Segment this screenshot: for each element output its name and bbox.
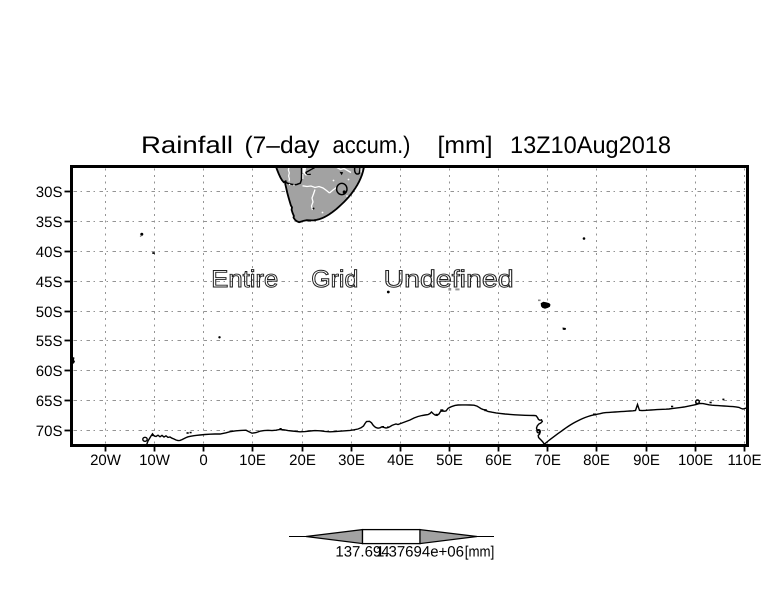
svg-text:30E: 30E xyxy=(338,452,365,469)
svg-text:10E: 10E xyxy=(239,452,266,469)
svg-text:70S: 70S xyxy=(36,423,63,440)
svg-text:110E: 110E xyxy=(728,452,762,469)
svg-text:accum.): accum.) xyxy=(333,132,411,159)
svg-text:30S: 30S xyxy=(36,184,63,201)
svg-text:137.694: 137.694 xyxy=(335,544,389,561)
svg-text:(7–day: (7–day xyxy=(245,132,320,159)
svg-text:50S: 50S xyxy=(36,304,63,321)
svg-text:90E: 90E xyxy=(633,452,660,469)
svg-text:55S: 55S xyxy=(36,333,63,350)
svg-text:Entire: Entire xyxy=(211,266,278,293)
svg-text:0: 0 xyxy=(199,452,207,469)
svg-text:50E: 50E xyxy=(436,452,463,469)
svg-text:[mm]: [mm] xyxy=(438,132,493,159)
svg-text:1.37694e+06: 1.37694e+06 xyxy=(376,544,464,561)
svg-text:45S: 45S xyxy=(36,274,63,291)
svg-text:80E: 80E xyxy=(583,452,610,469)
svg-text:60E: 60E xyxy=(485,452,512,469)
svg-text:20E: 20E xyxy=(289,452,316,469)
svg-text:60S: 60S xyxy=(36,363,63,380)
svg-text:20W: 20W xyxy=(90,452,122,469)
svg-text:70E: 70E xyxy=(534,452,561,469)
svg-text:Grid: Grid xyxy=(311,266,358,293)
svg-text:Undefined: Undefined xyxy=(384,266,514,293)
svg-text:35S: 35S xyxy=(36,214,63,231)
svg-text:65S: 65S xyxy=(36,393,63,410)
svg-text:13Z10Aug2018: 13Z10Aug2018 xyxy=(510,132,671,159)
svg-text:40S: 40S xyxy=(36,244,63,261)
svg-text:10W: 10W xyxy=(139,452,171,469)
svg-text:100E: 100E xyxy=(678,452,713,469)
svg-text:[mm]: [mm] xyxy=(465,544,495,561)
svg-text:40E: 40E xyxy=(387,452,414,469)
svg-text:Rainfall: Rainfall xyxy=(141,132,233,159)
